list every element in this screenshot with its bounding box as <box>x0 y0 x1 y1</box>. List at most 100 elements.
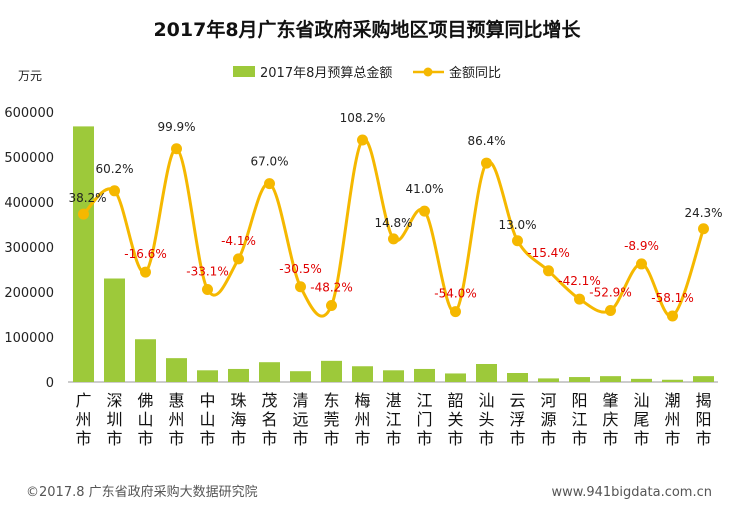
bar-潮州市 <box>662 379 683 382</box>
y-tick-label: 400000 <box>4 196 54 211</box>
data-label-河源市: -15.4% <box>527 246 569 260</box>
bar-河源市 <box>538 378 559 382</box>
bar-揭阳市 <box>693 376 714 382</box>
point-云浮市 <box>512 235 523 247</box>
footer-url: www.941bigdata.com.cn <box>552 485 712 500</box>
point-揭阳市 <box>698 223 709 235</box>
data-label-阳江市: -42.1% <box>558 274 600 288</box>
x-tick-label-清远市: 清远市 <box>292 391 308 448</box>
bar-茂名市 <box>259 362 280 382</box>
data-label-东莞市: -48.2% <box>310 281 352 295</box>
y-tick-label: 100000 <box>4 331 54 346</box>
data-label-韶关市: -54.0% <box>434 287 476 301</box>
x-tick-label-湛江市: 湛江市 <box>385 391 401 448</box>
line-data-labels: 38.2% 60.2% -16.6% 99.9% -33.1% -4.1% 67.0% -30… <box>68 111 722 305</box>
data-label-肇庆市: -52.9% <box>589 285 631 299</box>
x-tick-label-佛山市: 佛山市 <box>137 391 153 448</box>
y-tick-label: 300000 <box>4 241 54 256</box>
point-湛江市 <box>388 233 399 245</box>
data-label-揭阳市: 24.3% <box>684 206 722 220</box>
data-label-云浮市: 13.0% <box>498 218 536 232</box>
y-tick-label: 200000 <box>4 286 54 301</box>
growth-line <box>82 137 705 318</box>
bar-series <box>73 126 714 383</box>
y-tick-label: 0 <box>46 376 54 391</box>
x-tick-label-韶关市: 韶关市 <box>447 391 463 448</box>
point-清远市 <box>295 281 306 293</box>
bar-云浮市 <box>507 373 528 382</box>
footer-source: ©2017.8 广东省政府采购大数据研究院 <box>26 484 258 500</box>
bar-江门市 <box>414 368 435 382</box>
data-label-茂名市: 67.0% <box>250 155 288 169</box>
x-tick-label-梅州市: 梅州市 <box>354 391 370 448</box>
data-label-江门市: 41.0% <box>405 182 443 196</box>
point-东莞市 <box>326 300 337 312</box>
data-label-汕尾市: -8.9% <box>624 239 659 253</box>
x-tick-label-东莞市: 东莞市 <box>323 391 339 448</box>
data-label-佛山市: -16.6% <box>124 247 166 261</box>
bar-珠海市 <box>228 368 249 382</box>
point-汕尾市 <box>636 258 647 270</box>
bar-惠州市 <box>166 358 187 382</box>
point-河源市 <box>543 265 554 277</box>
point-梅州市 <box>357 134 368 146</box>
y-tick-label: 500000 <box>4 151 54 166</box>
point-珠海市 <box>233 253 244 265</box>
point-深圳市 <box>109 185 120 197</box>
x-tick-label-惠州市: 惠州市 <box>168 391 184 448</box>
x-tick-label-阳江市: 阳江市 <box>571 391 587 448</box>
x-tick-label-揭阳市: 揭阳市 <box>695 391 711 448</box>
bar-汕尾市 <box>631 378 652 382</box>
x-tick-label-肇庆市: 肇庆市 <box>602 391 618 448</box>
point-江门市 <box>419 205 430 217</box>
data-label-珠海市: -4.1% <box>221 234 256 248</box>
y-axis-unit: 万元 <box>18 69 42 83</box>
point-韶关市 <box>450 306 461 318</box>
x-tick-label-河源市: 河源市 <box>540 391 556 448</box>
x-tick-label-茂名市: 茂名市 <box>261 391 277 448</box>
data-label-深圳市: 60.2% <box>95 162 133 176</box>
data-label-清远市: -30.5% <box>279 262 321 276</box>
x-tick-label-广州市: 广州市 <box>75 391 91 448</box>
line-series <box>78 134 709 322</box>
x-tick-label-云浮市: 云浮市 <box>509 391 525 448</box>
bar-佛山市 <box>135 339 156 382</box>
x-tick-label-汕尾市: 汕尾市 <box>633 391 649 448</box>
legend-line-label: 金额同比 <box>449 65 501 81</box>
bar-清远市 <box>290 371 311 382</box>
point-茂名市 <box>264 178 275 190</box>
bar-东莞市 <box>321 360 342 382</box>
bar-肇庆市 <box>600 376 621 382</box>
chart-title: 2017年8月广东省政府采购地区项目预算同比增长 <box>153 18 581 41</box>
data-label-梅州市: 108.2% <box>340 111 386 125</box>
data-label-惠州市: 99.9% <box>157 120 195 134</box>
legend-bar-swatch <box>233 66 255 77</box>
data-label-中山市: -33.1% <box>186 265 228 279</box>
point-广州市 <box>78 208 89 220</box>
point-中山市 <box>202 284 213 296</box>
legend: 2017年8月预算总金额 金额同比 <box>233 65 501 81</box>
point-阳江市 <box>574 293 585 305</box>
x-tick-label-深圳市: 深圳市 <box>106 391 122 448</box>
x-tick-label-中山市: 中山市 <box>199 391 215 448</box>
y-axis: 0 100000 200000 300000 400000 500000 600000 <box>4 106 54 391</box>
data-label-广州市: 38.2% <box>68 191 106 205</box>
point-汕头市 <box>481 157 492 169</box>
legend-bar-label: 2017年8月预算总金额 <box>260 65 392 81</box>
y-tick-label: 600000 <box>4 106 54 121</box>
bar-梅州市 <box>352 366 373 382</box>
legend-line-marker <box>423 67 433 77</box>
x-axis: 广州市深圳市佛山市惠州市中山市珠海市茂名市清远市东莞市梅州市湛江市江门市韶关市汕… <box>75 391 711 448</box>
bar-湛江市 <box>383 370 404 382</box>
point-肇庆市 <box>605 304 616 316</box>
data-label-潮州市: -58.1% <box>651 291 693 305</box>
bar-阳江市 <box>569 377 590 382</box>
x-tick-label-江门市: 江门市 <box>416 391 432 448</box>
bar-广州市 <box>73 126 94 383</box>
point-惠州市 <box>171 143 182 155</box>
bar-韶关市 <box>445 373 466 382</box>
bar-深圳市 <box>104 278 125 382</box>
bar-中山市 <box>197 370 218 382</box>
